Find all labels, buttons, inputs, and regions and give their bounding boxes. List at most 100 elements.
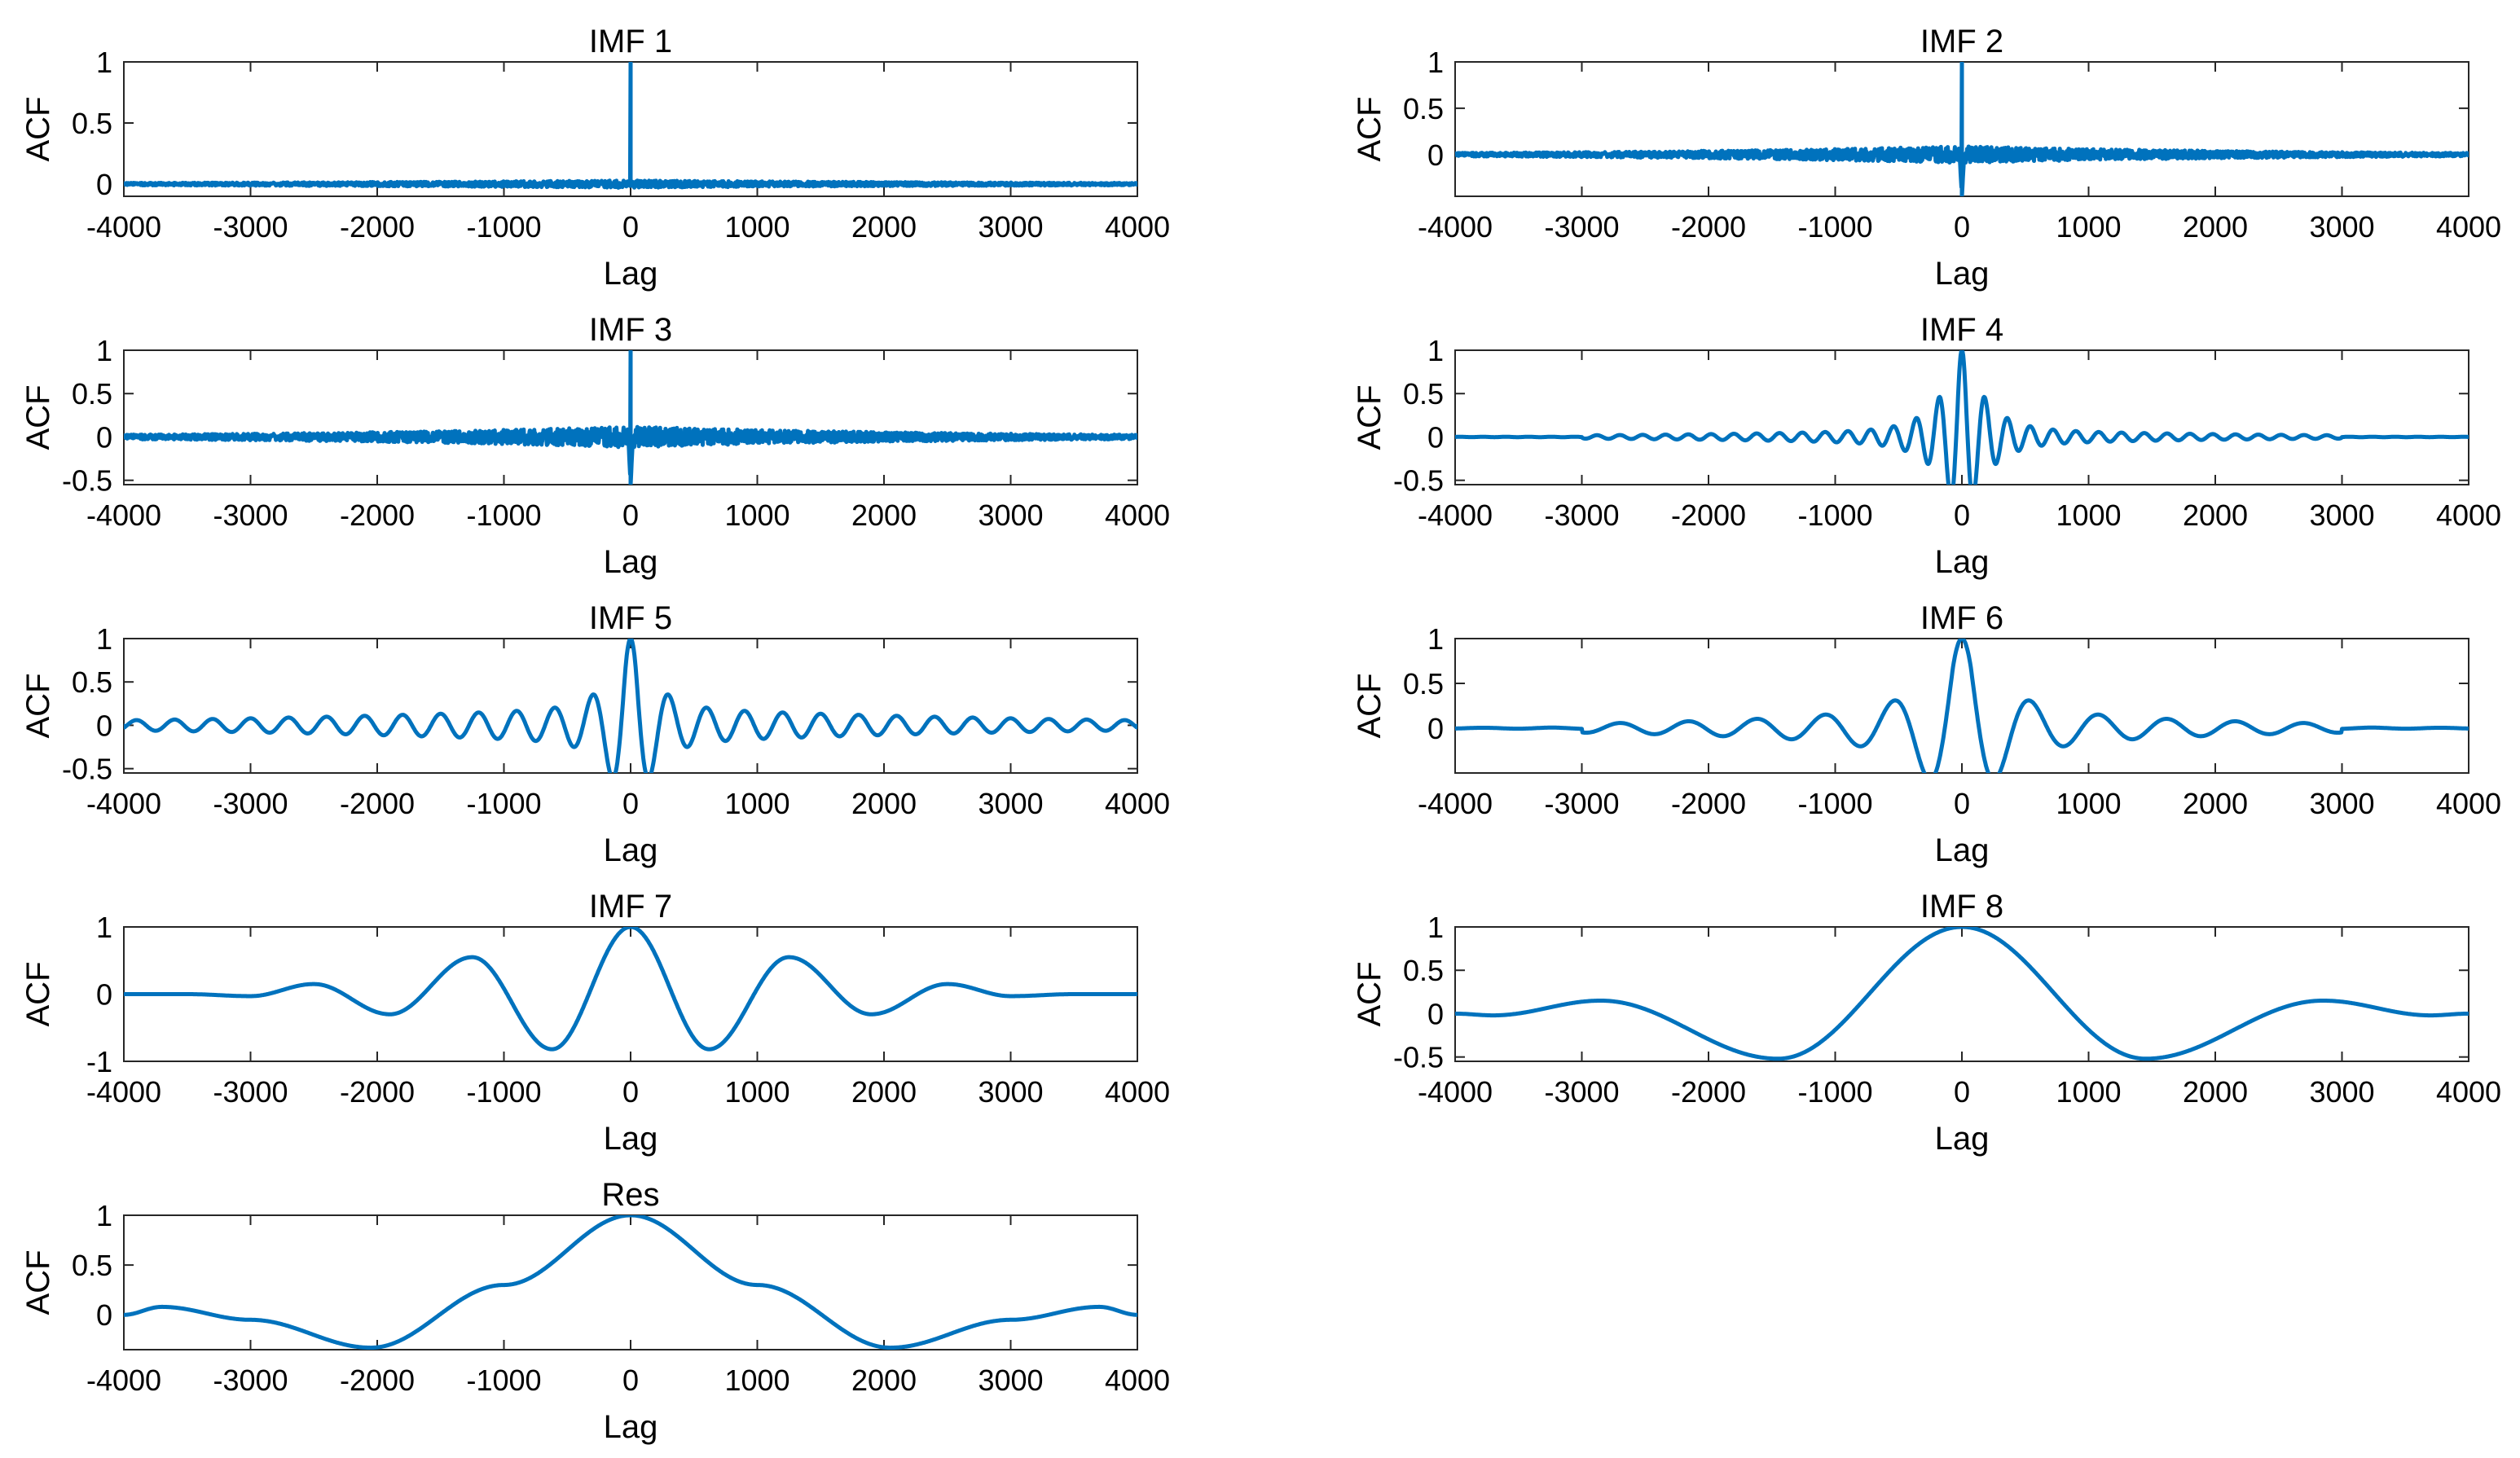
x-tick-label: -3000: [213, 1364, 288, 1397]
x-tick-label: -3000: [213, 210, 288, 244]
y-tick-label: 0.5: [72, 665, 112, 699]
y-tick-label: 0.5: [1403, 954, 1444, 987]
panel-title: Res: [601, 1177, 659, 1213]
x-tick-label: -4000: [86, 498, 161, 532]
x-tick-label: -4000: [86, 1364, 161, 1397]
x-tick-label: -4000: [86, 1075, 161, 1109]
x-tick-label: 3000: [2309, 1075, 2374, 1109]
x-axis-label: Lag: [604, 544, 658, 580]
x-tick-label: 4000: [1105, 787, 1170, 820]
x-tick-label: -4000: [1418, 1075, 1493, 1109]
panel-title: IMF 2: [1920, 24, 2003, 59]
y-tick-label: 0: [96, 168, 112, 201]
y-tick-label: 0: [96, 420, 112, 454]
x-tick-label: 2000: [851, 210, 917, 244]
series-line-acf: [1455, 639, 2469, 773]
x-tick-label: -1000: [1797, 787, 1872, 820]
x-tick-label: 3000: [978, 498, 1043, 532]
x-tick-label: -3000: [1544, 1075, 1619, 1109]
x-tick-label: 1000: [2056, 210, 2121, 244]
panel-title: IMF 4: [1920, 312, 2003, 348]
x-tick-label: 2000: [851, 498, 917, 532]
x-axis-label: Lag: [604, 832, 658, 868]
x-tick-label: -3000: [213, 498, 288, 532]
x-axis-label: Lag: [604, 256, 658, 292]
x-tick-label: 2000: [851, 1075, 917, 1109]
x-tick-label: 1000: [2056, 1075, 2121, 1109]
x-tick-label: 4000: [2436, 787, 2501, 820]
y-tick-label: 0.5: [72, 377, 112, 411]
x-tick-label: 3000: [978, 210, 1043, 244]
x-tick-label: 2000: [2183, 210, 2248, 244]
x-tick-label: -2000: [1671, 210, 1746, 244]
plot-area: [1454, 638, 2469, 774]
x-tick-label: -2000: [340, 1075, 415, 1109]
x-tick-label: -2000: [340, 787, 415, 820]
panel-title: IMF 5: [589, 600, 672, 636]
x-tick-label: -2000: [340, 1364, 415, 1397]
series-line-acf: [1455, 62, 2469, 196]
x-tick-label: -4000: [86, 210, 161, 244]
x-tick-label: 4000: [2436, 498, 2501, 532]
panel-title: IMF 7: [589, 889, 672, 924]
x-tick-label: -1000: [1797, 1075, 1872, 1109]
x-tick-label: 2000: [2183, 787, 2248, 820]
series-line-acf: [124, 639, 1137, 773]
y-tick-label: 0: [1427, 997, 1444, 1030]
y-tick-label: 1: [96, 334, 112, 367]
x-tick-label: 0: [1954, 787, 1970, 820]
x-tick-label: -1000: [466, 1364, 541, 1397]
x-tick-label: 1000: [2056, 498, 2121, 532]
y-tick-label: 0.5: [1403, 667, 1444, 700]
x-tick-label: -3000: [1544, 210, 1619, 244]
x-tick-label: -4000: [1418, 498, 1493, 532]
y-axis-label: ACF: [20, 385, 56, 450]
plot-area: [1454, 349, 2469, 485]
y-tick-label: 0: [96, 1298, 112, 1332]
panel-title: IMF 1: [589, 24, 672, 59]
y-tick-label: 1: [1427, 911, 1444, 944]
y-axis-label: ACF: [1352, 385, 1388, 450]
x-tick-label: 1000: [724, 1364, 789, 1397]
x-tick-label: 4000: [2436, 210, 2501, 244]
x-tick-label: 3000: [978, 1075, 1043, 1109]
x-tick-label: -1000: [1797, 498, 1872, 532]
y-axis-label: ACF: [1352, 674, 1388, 739]
x-tick-label: 4000: [1105, 210, 1170, 244]
series-line-acf: [1455, 350, 2469, 485]
y-tick-label: 1: [96, 46, 112, 79]
y-tick-label: 0: [1427, 712, 1444, 745]
y-tick-label: 0: [96, 709, 112, 742]
y-tick-label: -0.5: [1393, 1041, 1444, 1074]
y-axis-label: ACF: [20, 674, 56, 739]
y-tick-label: 1: [96, 911, 112, 944]
plot-area: [123, 926, 1138, 1062]
x-tick-label: -2000: [1671, 1075, 1746, 1109]
x-tick-label: -4000: [1418, 787, 1493, 820]
x-tick-label: 3000: [2309, 787, 2374, 820]
x-tick-label: 4000: [2436, 1075, 2501, 1109]
x-tick-label: 3000: [978, 1364, 1043, 1397]
x-tick-label: 3000: [2309, 210, 2374, 244]
x-tick-label: -1000: [466, 787, 541, 820]
y-tick-label: 1: [96, 622, 112, 656]
x-tick-label: 0: [622, 1075, 639, 1109]
series-line-acf: [124, 350, 1137, 485]
y-tick-label: 0: [1427, 138, 1444, 172]
y-tick-label: -0.5: [1393, 464, 1444, 498]
x-tick-label: 2000: [2183, 1075, 2248, 1109]
x-tick-label: 1000: [2056, 787, 2121, 820]
y-tick-label: 1: [1427, 334, 1444, 367]
x-tick-label: 0: [622, 787, 639, 820]
x-axis-label: Lag: [1935, 1121, 1990, 1157]
x-tick-label: 2000: [851, 787, 917, 820]
x-tick-label: -1000: [466, 1075, 541, 1109]
x-tick-label: -1000: [466, 210, 541, 244]
y-tick-label: 0: [1427, 420, 1444, 454]
x-tick-label: 4000: [1105, 498, 1170, 532]
y-tick-label: -1: [86, 1045, 112, 1078]
x-tick-label: -1000: [1797, 210, 1872, 244]
y-tick-label: -0.5: [62, 753, 112, 786]
x-tick-label: 3000: [978, 787, 1043, 820]
